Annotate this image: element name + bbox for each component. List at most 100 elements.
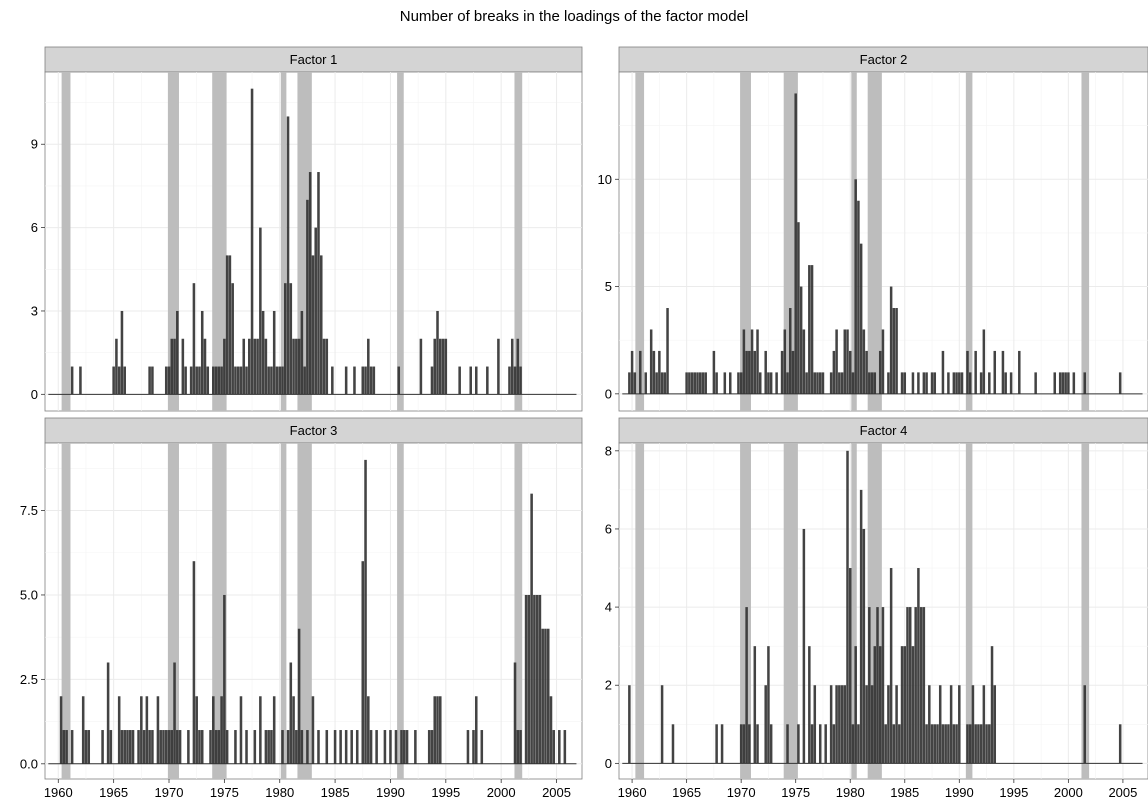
bar xyxy=(281,730,284,764)
bar xyxy=(458,366,461,395)
bar xyxy=(353,366,356,395)
bar xyxy=(510,338,514,395)
bar xyxy=(848,350,852,394)
bar xyxy=(466,730,470,764)
bar xyxy=(375,730,378,764)
bar xyxy=(519,366,522,395)
bar xyxy=(895,685,898,764)
bar xyxy=(868,372,871,394)
bar xyxy=(267,730,270,764)
bar xyxy=(769,724,773,764)
bar xyxy=(480,730,484,764)
bar xyxy=(319,255,323,395)
x-tick-label: 1970 xyxy=(727,785,756,800)
bar xyxy=(544,628,547,764)
bar xyxy=(538,594,542,764)
bar xyxy=(126,730,129,764)
bar xyxy=(1083,372,1086,394)
bar xyxy=(639,350,642,394)
bar xyxy=(862,528,866,764)
bar xyxy=(311,696,315,764)
bar xyxy=(344,730,348,764)
bar xyxy=(974,350,977,394)
bar xyxy=(704,372,707,394)
bar xyxy=(857,200,860,394)
bar xyxy=(70,730,74,764)
panel-2: Factor 2 0 5 10 xyxy=(598,46,1148,412)
bar xyxy=(753,350,757,394)
bar xyxy=(234,730,237,764)
x-tick-label: 2000 xyxy=(1054,785,1083,800)
x-tick-label: 2000 xyxy=(487,785,516,800)
bar xyxy=(906,607,909,764)
recession-band xyxy=(635,443,645,779)
bar xyxy=(873,646,877,764)
bar xyxy=(433,338,437,395)
bar xyxy=(239,696,243,764)
y-tick-label: 8 xyxy=(605,443,612,458)
bar xyxy=(364,459,367,764)
bar xyxy=(519,730,522,764)
bar xyxy=(367,696,370,764)
bar xyxy=(270,730,273,764)
bar xyxy=(220,366,223,395)
recession-band xyxy=(1081,72,1090,411)
bar xyxy=(383,730,387,764)
bar xyxy=(427,730,431,764)
bar xyxy=(361,561,365,764)
bar xyxy=(225,255,229,395)
bar xyxy=(848,568,852,764)
bar xyxy=(436,696,439,764)
bar xyxy=(187,730,190,764)
x-tick-label: 1960 xyxy=(44,785,73,800)
bar xyxy=(758,372,762,394)
bar xyxy=(283,283,287,395)
bar xyxy=(140,696,143,764)
bar xyxy=(170,730,174,764)
y-tick-label: 2 xyxy=(605,678,612,693)
bar xyxy=(248,338,251,395)
bar xyxy=(173,338,176,395)
bar xyxy=(914,607,917,764)
bar xyxy=(895,308,898,394)
bar xyxy=(167,366,171,395)
bar xyxy=(832,350,836,394)
x-tick-label: 2005 xyxy=(1108,785,1137,800)
bar xyxy=(903,372,907,394)
bar xyxy=(799,286,803,394)
recession-band xyxy=(397,443,404,779)
bar xyxy=(333,730,337,764)
bar xyxy=(308,172,312,395)
bar xyxy=(846,329,849,394)
bar xyxy=(854,646,857,764)
bar xyxy=(164,730,168,764)
bar xyxy=(748,350,751,394)
bar xyxy=(261,310,265,395)
bar xyxy=(870,372,874,394)
bar xyxy=(739,372,743,394)
bar xyxy=(198,366,201,395)
bar xyxy=(1118,724,1122,764)
bar xyxy=(419,338,423,395)
bar xyxy=(887,685,890,764)
bar xyxy=(764,350,767,394)
bar xyxy=(405,730,409,764)
bar xyxy=(1009,372,1013,394)
bar xyxy=(701,372,705,394)
bar xyxy=(982,685,986,764)
recession-band xyxy=(280,72,287,411)
bar xyxy=(862,329,866,394)
recession-band xyxy=(397,72,404,411)
x-tick-label: 1980 xyxy=(836,785,865,800)
bar xyxy=(148,366,151,395)
bar xyxy=(990,646,994,764)
bar xyxy=(259,696,262,764)
x-tick-label: 1970 xyxy=(155,785,184,800)
x-tick-label: 1965 xyxy=(99,785,128,800)
bar xyxy=(1001,350,1005,394)
bar xyxy=(300,730,304,764)
bar xyxy=(472,730,475,764)
bar xyxy=(195,696,198,764)
bar xyxy=(857,724,860,764)
bar xyxy=(985,724,988,764)
